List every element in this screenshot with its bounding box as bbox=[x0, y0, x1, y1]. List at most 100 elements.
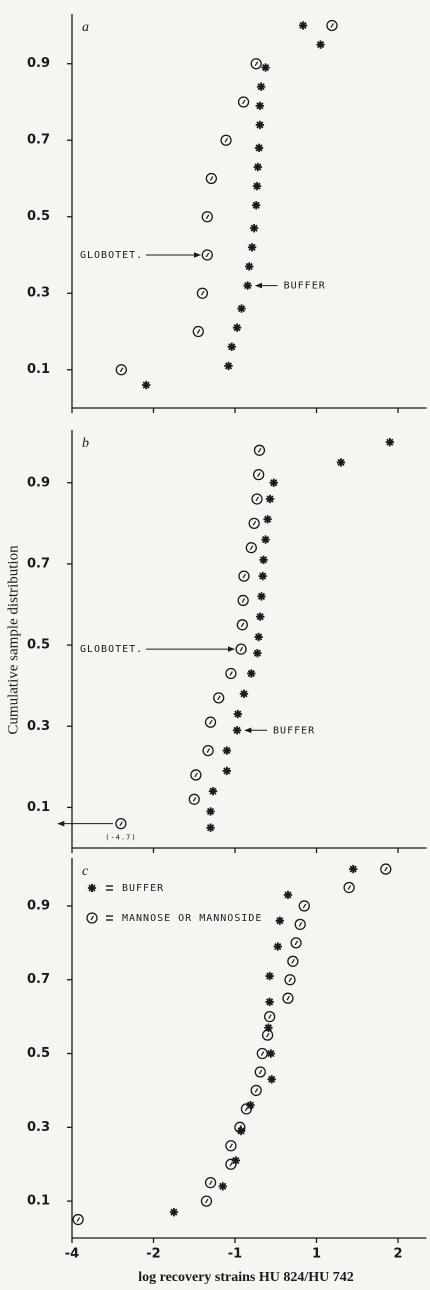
asterisk-point bbox=[243, 281, 252, 290]
circle-point bbox=[235, 643, 247, 655]
asterisk-stroke bbox=[349, 865, 357, 873]
asterisk-point bbox=[256, 82, 266, 91]
circle-tick bbox=[258, 1069, 263, 1075]
asterisk-point bbox=[257, 592, 266, 601]
asterisk-point bbox=[169, 1207, 179, 1217]
y-tick-label: 0.9 bbox=[27, 56, 50, 71]
circle-tick bbox=[192, 796, 197, 802]
asterisk-point bbox=[247, 669, 256, 678]
asterisk-stroke bbox=[256, 121, 264, 129]
circle-point bbox=[213, 692, 225, 704]
circle-ring bbox=[225, 1158, 237, 1170]
asterisk-point bbox=[316, 40, 325, 49]
asterisk-stroke bbox=[232, 1156, 240, 1165]
circle-ring bbox=[188, 793, 200, 805]
asterisk-point bbox=[253, 649, 262, 658]
circle-ring bbox=[192, 325, 204, 338]
legend-label: BUFFER bbox=[122, 883, 164, 894]
circle-tick bbox=[298, 922, 303, 927]
circle-tick bbox=[209, 1180, 213, 1185]
panel-label: a bbox=[82, 20, 89, 35]
circle-tick bbox=[291, 958, 295, 964]
asterisk-point bbox=[348, 864, 358, 874]
circle-point bbox=[284, 974, 296, 986]
circle-point bbox=[236, 619, 248, 631]
asterisk-stroke bbox=[264, 515, 272, 523]
circle-point bbox=[326, 19, 338, 32]
circle-ring bbox=[248, 517, 260, 529]
asterisk-point bbox=[263, 515, 272, 524]
annotation: (-4.7) bbox=[105, 834, 136, 842]
asterisk-stroke bbox=[284, 891, 292, 899]
asterisk-point bbox=[385, 437, 395, 447]
asterisk-stroke bbox=[255, 633, 263, 641]
circle-point bbox=[237, 594, 249, 607]
asterisk-point bbox=[259, 555, 268, 565]
circle-tick bbox=[209, 176, 214, 181]
circle-tick bbox=[239, 646, 244, 652]
circle-tick bbox=[238, 1125, 242, 1130]
circle-point bbox=[254, 1066, 266, 1078]
y-tick-label: 0.7 bbox=[27, 133, 50, 148]
y-tick-label: 0.1 bbox=[27, 800, 50, 815]
asterisk-point bbox=[258, 571, 267, 581]
circle-tick bbox=[229, 1143, 233, 1149]
asterisk-point bbox=[222, 746, 232, 755]
asterisk-stroke bbox=[259, 572, 267, 580]
circle-point bbox=[225, 1140, 237, 1152]
asterisk-stroke bbox=[237, 304, 246, 313]
circle-ring bbox=[201, 211, 213, 223]
circle-tick bbox=[241, 598, 246, 603]
circle-tick bbox=[260, 1051, 265, 1056]
circle-point bbox=[72, 1213, 84, 1226]
y-tick-label: 0.3 bbox=[27, 286, 50, 301]
asterisk-stroke bbox=[266, 495, 274, 503]
asterisk-point bbox=[265, 997, 274, 1007]
asterisk-point bbox=[239, 689, 249, 698]
circle-point bbox=[190, 769, 202, 781]
panel: b 0.1 0.3 0.5 0.7 0.9 GLOBOTET. BUFFER (-4.7) bbox=[27, 430, 427, 853]
circle-tick bbox=[257, 447, 262, 453]
panel: a 0.1 0.3 0.5 0.7 0.9 GLOBOTET. BUFFER bbox=[27, 14, 427, 413]
asterisk-point bbox=[298, 21, 308, 30]
circle-ring bbox=[250, 1084, 262, 1097]
x-tick-label: 2 bbox=[393, 1247, 402, 1262]
circle-ring bbox=[200, 1195, 213, 1207]
circle-point bbox=[343, 881, 355, 894]
panel-label: b bbox=[82, 436, 89, 451]
asterisk-stroke bbox=[245, 262, 253, 271]
circle-tick bbox=[268, 1014, 272, 1019]
circle-ring bbox=[245, 542, 257, 554]
asterisk-point bbox=[269, 478, 278, 487]
asterisk-point bbox=[237, 304, 246, 313]
asterisk-point bbox=[206, 823, 215, 832]
asterisk-point bbox=[251, 201, 261, 210]
circle-ring bbox=[251, 493, 263, 505]
circle-point bbox=[290, 937, 302, 949]
y-tick-label: 0.5 bbox=[27, 638, 50, 653]
y-tick-label: 0.1 bbox=[27, 362, 50, 377]
asterisk-stroke bbox=[250, 224, 258, 232]
asterisk-stroke bbox=[266, 998, 274, 1006]
circle-ring bbox=[284, 974, 296, 986]
asterisk-point bbox=[266, 1049, 276, 1058]
circle-tick bbox=[244, 1106, 249, 1112]
asterisk-point bbox=[224, 361, 233, 371]
circle-tick bbox=[254, 61, 259, 67]
asterisk-stroke bbox=[240, 690, 248, 698]
circle-point bbox=[188, 793, 200, 805]
asterisk-stroke bbox=[261, 63, 270, 72]
asterisk-point bbox=[256, 612, 265, 621]
asterisk-point bbox=[283, 890, 293, 900]
panel: c 0.1 0.3 0.5 0.7 0.9 -4 -2 -1 1 2 BUFFER MANNOSE OR… bbox=[27, 858, 427, 1262]
x-tick-label: -1 bbox=[228, 1247, 242, 1262]
circle-tick bbox=[347, 885, 352, 890]
asterisk-stroke bbox=[254, 163, 262, 171]
circle-tick bbox=[240, 622, 245, 628]
circle-tick bbox=[254, 1088, 259, 1093]
circle-ring bbox=[115, 818, 127, 830]
circle-point bbox=[192, 325, 204, 338]
circle-ring bbox=[213, 692, 225, 704]
circle-ring bbox=[287, 955, 299, 967]
